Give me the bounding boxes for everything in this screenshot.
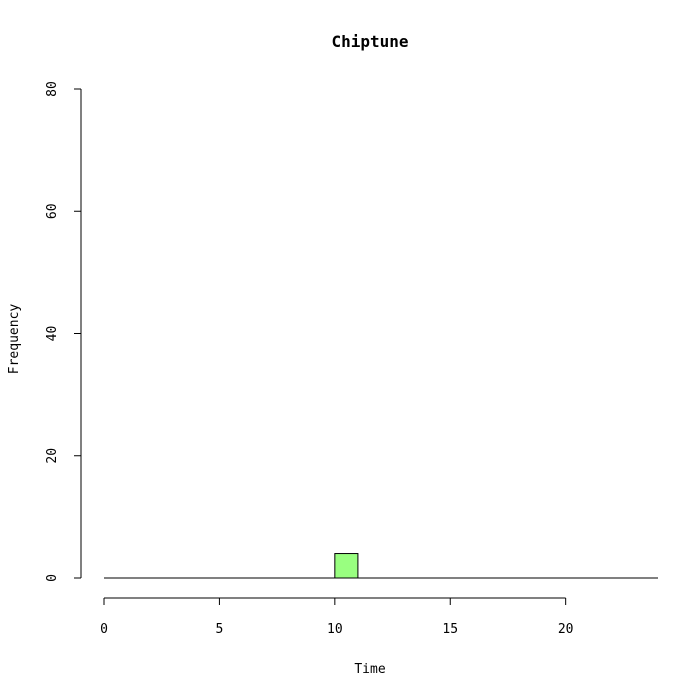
x-axis-label: Time [354, 662, 385, 677]
y-axis: 0 20 40 60 80 [45, 81, 82, 582]
y-tick-label: 0 [45, 574, 60, 582]
x-tick-label: 15 [442, 622, 458, 637]
y-tick-label: 60 [45, 203, 60, 219]
y-tick-label: 80 [45, 81, 60, 97]
x-axis: 0 5 10 15 20 [100, 597, 574, 637]
x-tick-label: 5 [216, 622, 224, 637]
y-tick-label: 40 [45, 326, 60, 342]
y-tick-label: 20 [45, 448, 60, 464]
histogram-bar [334, 553, 359, 579]
x-tick-label: 0 [100, 622, 108, 637]
x-tick-label: 20 [558, 622, 574, 637]
x-tick-label: 10 [327, 622, 343, 637]
y-axis-label: Frequency [7, 304, 22, 375]
bars-group [334, 553, 359, 579]
chart-title: Chiptune [331, 32, 408, 51]
